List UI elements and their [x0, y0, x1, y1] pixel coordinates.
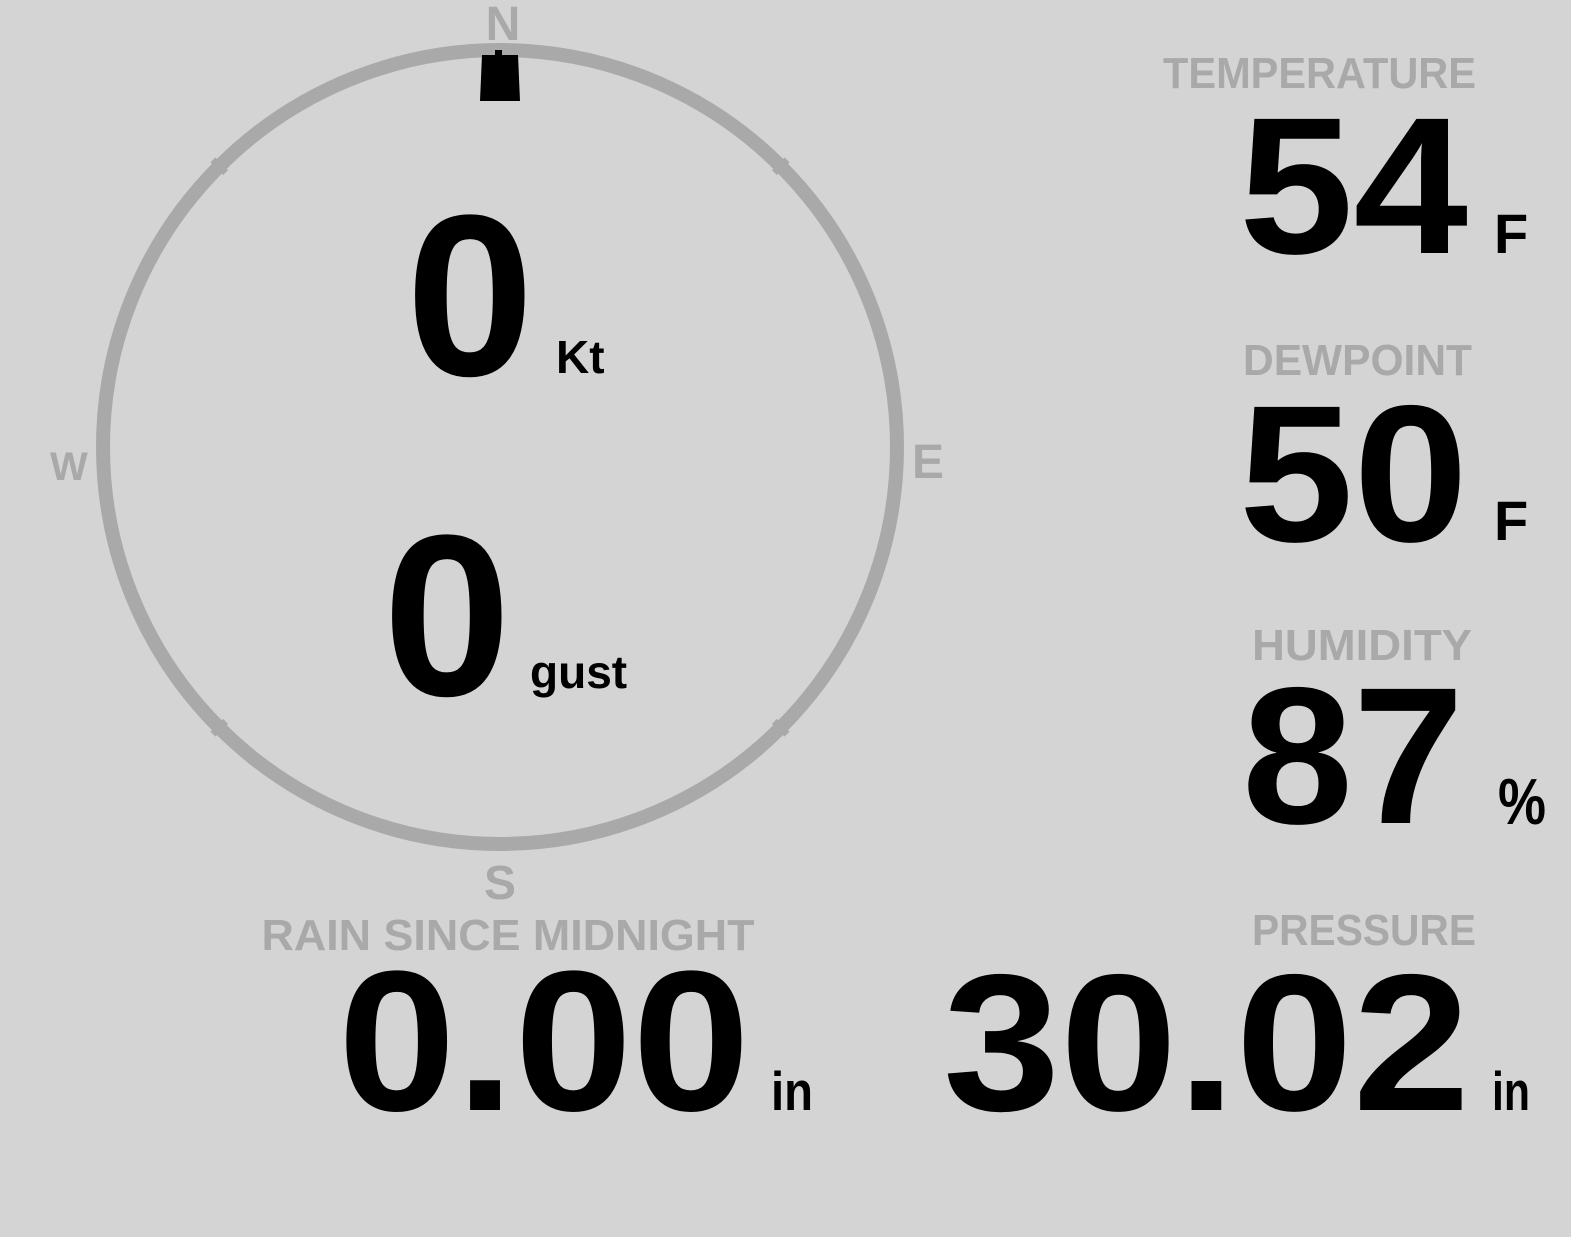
humidity-label: HUMIDITY [1252, 621, 1472, 670]
dewpoint-label: DEWPOINT [1243, 336, 1472, 385]
rain-label: RAIN SINCE MIDNIGHT [262, 911, 755, 960]
pressure-readout: PRESSURE 30.02 in [943, 906, 1530, 1152]
humidity-unit: % [1498, 765, 1546, 838]
wind-compass: N E S W 0 Kt 0 gust [50, 0, 944, 910]
rain-value: 0.00 [338, 930, 750, 1153]
compass-tick-nw [210, 157, 229, 176]
humidity-value: 87 [1242, 647, 1464, 865]
compass-south-label: S [484, 857, 516, 910]
pressure-value: 30.02 [943, 934, 1470, 1152]
temperature-unit: F [1494, 202, 1528, 265]
humidity-readout: HUMIDITY 87 % [1242, 621, 1546, 865]
compass-tick-ne [771, 157, 790, 176]
wind-gust-value: 0 [383, 487, 511, 744]
dewpoint-value: 50 [1239, 365, 1468, 583]
compass-west-label: W [50, 445, 88, 489]
temperature-label: TEMPERATURE [1163, 49, 1476, 98]
temperature-value: 54 [1239, 77, 1468, 295]
wind-speed-unit: Kt [556, 331, 605, 383]
compass-east-label: E [912, 436, 944, 489]
wind-gust-unit: gust [530, 646, 627, 698]
compass-north-label: N [486, 0, 521, 51]
compass-tick-se [771, 718, 790, 737]
temperature-readout: TEMPERATURE 54 F [1163, 49, 1528, 295]
wind-direction-marker-icon [480, 50, 520, 101]
dewpoint-unit: F [1494, 489, 1528, 552]
rain-readout: RAIN SINCE MIDNIGHT 0.00 in [262, 911, 814, 1153]
pressure-unit: in [1492, 1060, 1530, 1122]
rain-unit: in [771, 1060, 813, 1122]
pressure-label: PRESSURE [1252, 906, 1476, 955]
wind-speed-value: 0 [406, 167, 534, 424]
compass-tick-sw [210, 718, 229, 737]
dewpoint-readout: DEWPOINT 50 F [1239, 336, 1528, 583]
